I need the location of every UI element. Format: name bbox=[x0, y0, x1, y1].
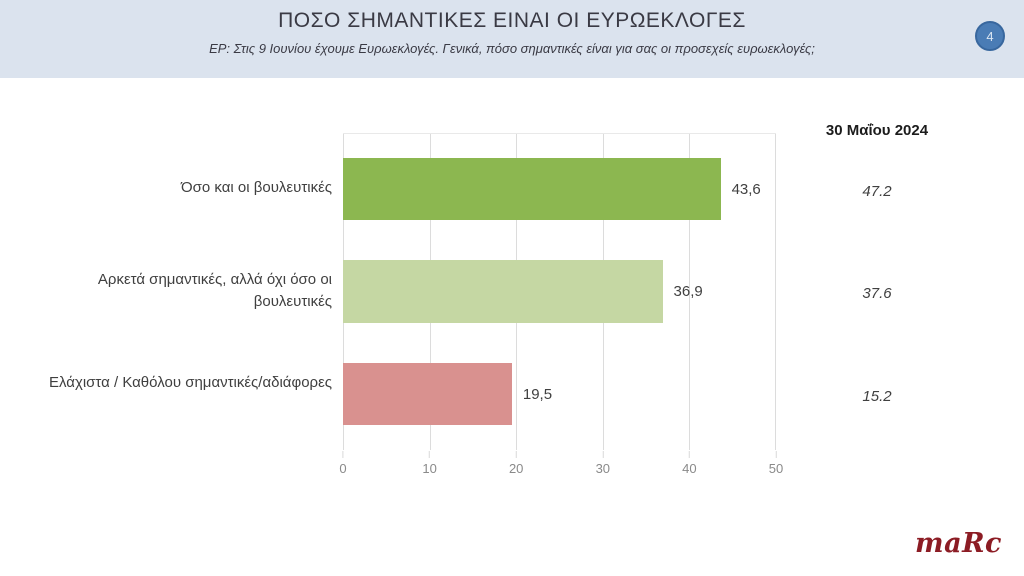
marc-logo: maRc bbox=[915, 528, 1002, 559]
category-label: Όσο και οι βουλευτικές bbox=[181, 179, 332, 196]
tick-label: 50 bbox=[768, 461, 784, 476]
x-axis-tick: 40 bbox=[682, 451, 697, 476]
bar-oso-kai-oi-vouleftikes bbox=[343, 158, 721, 220]
category-label-text: Αρκετά σημαντικές, αλλά όχι όσο οι βουλε… bbox=[97, 271, 332, 310]
x-axis-tick: 0 bbox=[339, 451, 347, 476]
page-title: ΠΟΣΟ ΣΗΜΑΝΤΙΚΕΣ ΕΙΝΑΙ ΟΙ ΕΥΡΩΕΚΛΟΓΕΣ bbox=[278, 9, 746, 32]
page-number-badge: 4 bbox=[975, 21, 1005, 51]
tick-label: 0 bbox=[339, 461, 347, 476]
bar-row: 36,9 bbox=[343, 260, 776, 323]
bar-row: 19,5 bbox=[343, 363, 776, 425]
bar-value-label: 19,5 bbox=[522, 385, 553, 403]
tick-label: 30 bbox=[595, 461, 611, 476]
page-subtitle: EP: Στις 9 Ιουνίου έχουμε Ευρωεκλογές. Γ… bbox=[209, 41, 815, 56]
tick-mark bbox=[688, 451, 690, 458]
tick-label: 10 bbox=[422, 461, 437, 476]
tick-mark bbox=[602, 451, 604, 458]
tick-mark bbox=[775, 451, 777, 458]
comparison-column-header: 30 Μαΐου 2024 bbox=[825, 122, 929, 139]
bar-value-label: 36,9 bbox=[673, 283, 703, 300]
tick-label: 20 bbox=[508, 461, 524, 476]
comparison-value: 15.2 bbox=[862, 388, 892, 405]
tick-mark bbox=[515, 451, 517, 458]
x-axis-tick: 30 bbox=[596, 451, 610, 476]
tick-mark bbox=[429, 451, 431, 458]
bar-value-label: 43,6 bbox=[731, 180, 761, 198]
plot-area: 43,6 36,9 19,5 0 10 20 30 40 50 bbox=[339, 133, 783, 476]
x-axis-tick: 20 bbox=[509, 451, 523, 476]
page-number: 4 bbox=[986, 28, 994, 44]
category-label: Ελάχιστα / Καθόλου σημαντικές/αδιάφορες bbox=[49, 374, 332, 391]
gridline bbox=[775, 134, 776, 450]
bar-row: 43,6 bbox=[343, 158, 776, 220]
gridline bbox=[689, 134, 691, 450]
comparison-value: 47.2 bbox=[862, 183, 892, 200]
comparison-value: 37.6 bbox=[862, 285, 892, 302]
tick-label: 40 bbox=[682, 461, 697, 476]
bar-elaxista-katholou bbox=[343, 363, 512, 425]
header-band: ΠΟΣΟ ΣΗΜΑΝΤΙΚΕΣ ΕΙΝΑΙ ΟΙ ΕΥΡΩΕΚΛΟΓΕΣ EP:… bbox=[0, 0, 1024, 78]
x-axis-tick: 10 bbox=[422, 451, 437, 476]
bar-arketa-simantikes bbox=[343, 260, 663, 323]
x-axis-tick: 50 bbox=[769, 451, 783, 476]
category-label: Αρκετά σημαντικές, αλλά όχι όσο οι βουλε… bbox=[20, 269, 332, 313]
tick-mark bbox=[342, 451, 344, 458]
